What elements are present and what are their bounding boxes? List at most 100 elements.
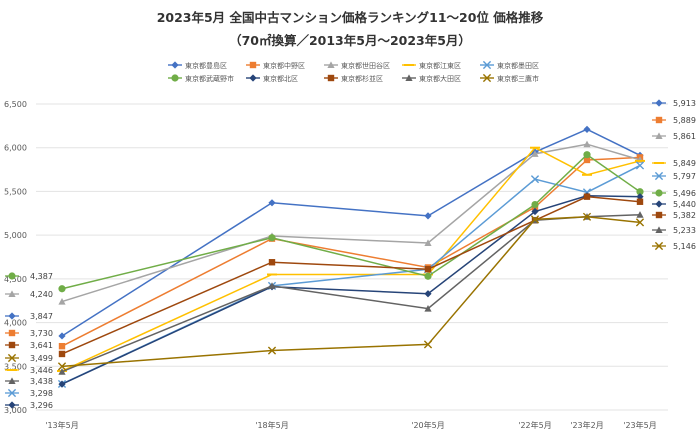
legend-label: 東京都世田谷区 — [341, 61, 390, 70]
legend-marker — [171, 74, 179, 82]
start-label-marker — [8, 272, 16, 280]
end-label: 5,889 — [652, 116, 696, 125]
start-label-text: 4,240 — [30, 290, 53, 299]
legend-label: 東京都杉並区 — [341, 74, 383, 83]
data-point — [424, 304, 432, 312]
chart-title: 2023年5月 全国中古マンション価格ランキング11～20位 価格推移 — [157, 10, 544, 25]
start-label: 3,446 — [5, 366, 53, 375]
start-label: 3,730 — [5, 329, 53, 338]
data-point — [583, 193, 591, 200]
legend-label: 東京都中野区 — [263, 61, 305, 70]
data-point — [424, 212, 432, 220]
legend-marker — [249, 74, 257, 82]
end-label-text: 5,913 — [673, 99, 696, 108]
end-label-marker — [655, 200, 663, 208]
data-point — [424, 266, 432, 273]
series-line — [61, 195, 641, 355]
start-label-text: 3,499 — [30, 354, 53, 363]
start-label: 3,499 — [5, 353, 53, 363]
end-label-text: 5,861 — [673, 132, 696, 141]
end-label: 5,382 — [652, 211, 696, 220]
end-label-marker — [655, 189, 663, 197]
end-label-text: 5,849 — [673, 159, 696, 168]
x-tick-label: '13年5月 — [45, 420, 78, 430]
end-label-text: 5,889 — [673, 116, 696, 125]
end-label: 5,913 — [652, 99, 696, 108]
start-label-marker — [8, 312, 16, 320]
legend-marker — [249, 61, 257, 69]
start-label: 3,296 — [5, 401, 53, 410]
start-label-marker — [8, 401, 16, 409]
end-label-marker — [655, 99, 663, 107]
legend-item: 東京都三鷹市 — [480, 73, 539, 83]
data-point — [636, 198, 644, 205]
legend-item: 東京都北区 — [246, 74, 298, 83]
y-tick-label: 5,000 — [4, 231, 27, 240]
start-label-marker — [8, 341, 16, 349]
legend-marker — [482, 73, 492, 83]
series-line — [61, 156, 641, 347]
end-label-text: 5,496 — [673, 189, 696, 198]
data-point — [58, 380, 66, 388]
end-label: 5,146 — [652, 241, 696, 251]
start-label: 3,641 — [5, 341, 53, 350]
series-line — [61, 214, 641, 373]
start-label-marker — [8, 377, 16, 384]
start-label-text: 3,641 — [30, 341, 53, 350]
data-point — [423, 340, 433, 349]
legend-item: 東京都武蔵野市 — [168, 74, 234, 83]
data-point — [424, 239, 432, 247]
end-label-marker — [654, 171, 664, 181]
series — [58, 154, 644, 350]
data-point — [531, 207, 539, 216]
legend-item: 東京都杉並区 — [324, 74, 383, 83]
end-label: 5,797 — [652, 171, 696, 181]
start-label-text: 3,730 — [30, 329, 53, 338]
data-point — [531, 200, 539, 209]
start-label-text: 3,298 — [30, 389, 53, 398]
legend-item: 東京都世田谷区 — [324, 61, 390, 70]
data-point — [57, 362, 67, 371]
end-label-marker — [655, 211, 663, 219]
data-point — [58, 285, 66, 293]
series — [57, 212, 645, 371]
data-point — [58, 342, 66, 350]
y-tick-label: 6,000 — [4, 144, 27, 153]
data-point — [58, 350, 66, 358]
series-lines — [57, 125, 645, 389]
start-label: 3,298 — [5, 388, 53, 398]
data-point — [58, 368, 66, 375]
legend-item: 東京都江東区 — [402, 61, 461, 70]
end-label-marker — [655, 116, 663, 124]
start-label-text: 3,446 — [30, 366, 53, 375]
end-labels: 5,913 5,889 5,861 5,849 5,797 5,496 5,440 5,382… — [652, 99, 696, 251]
start-label-text: 3,847 — [30, 312, 53, 321]
legend-marker — [327, 74, 335, 82]
data-point — [636, 211, 644, 218]
end-label: 5,496 — [652, 189, 696, 198]
end-label: 5,861 — [652, 132, 696, 141]
y-tick-label: 3,000 — [4, 406, 27, 415]
series-line — [61, 146, 641, 372]
data-point — [268, 234, 276, 242]
legend-marker — [327, 61, 335, 68]
data-point — [582, 212, 592, 221]
legend-item: 東京都大田区 — [402, 74, 461, 83]
start-label: 3,438 — [5, 377, 53, 386]
end-label-marker — [655, 226, 663, 233]
x-tick-label: '23年2月 — [570, 420, 603, 430]
start-label: 4,387 — [5, 272, 53, 281]
legend-label: 東京都豊島区 — [185, 61, 227, 70]
legend-label: 東京都武蔵野市 — [185, 74, 234, 83]
x-tick-label: '20年5月 — [411, 420, 444, 430]
data-point — [530, 175, 540, 184]
legend-label: 東京都北区 — [263, 74, 298, 83]
data-point — [268, 282, 276, 289]
series-line — [61, 216, 641, 368]
data-point — [268, 199, 276, 207]
y-axis: 3,000 3,500 4,000 4,500 5,000 5,500 6,000 6,500 — [4, 100, 27, 415]
start-label-text: 3,296 — [30, 401, 53, 410]
start-label: 4,240 — [5, 290, 53, 299]
end-label: 5,849 — [652, 159, 696, 168]
